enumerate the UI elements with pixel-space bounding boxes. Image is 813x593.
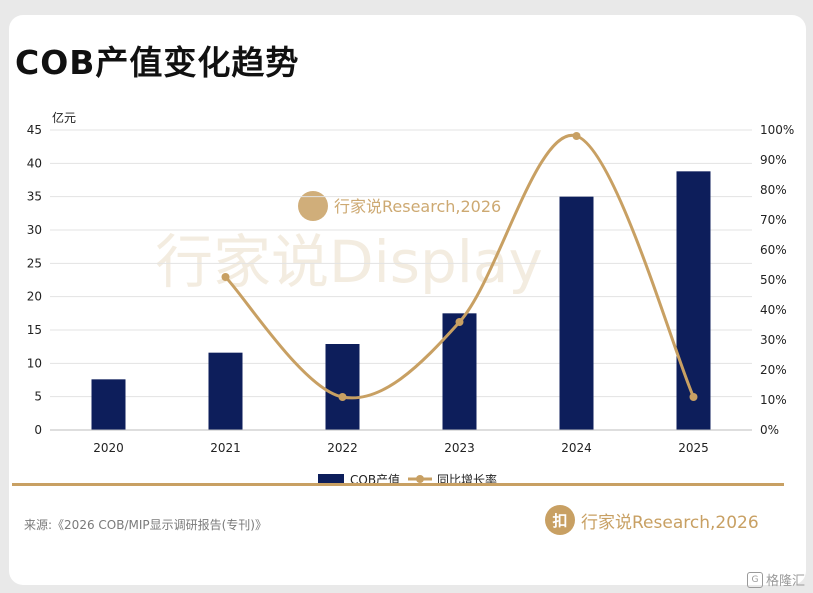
y-tick-label: 5 xyxy=(34,390,42,404)
y2-tick-label: 80% xyxy=(760,183,787,197)
watermark: 行家说Research,2026 行家说Display xyxy=(155,191,543,296)
line-point xyxy=(338,393,347,401)
bar xyxy=(208,352,243,430)
corner-label: 格隆汇 xyxy=(765,574,805,589)
growth-line xyxy=(224,133,695,400)
y2-tick-label: 0% xyxy=(760,423,779,437)
y-tick-label: 10 xyxy=(27,356,42,370)
grid-lines xyxy=(50,129,752,398)
brand-logo-icon: 扣 xyxy=(545,505,575,535)
y-tick-label: 45 xyxy=(27,123,42,137)
corner-watermark: G 格隆汇 xyxy=(746,570,805,589)
x-tick-label: 2020 xyxy=(93,441,124,455)
line-point xyxy=(572,132,581,140)
y-axis-label: 亿元 xyxy=(52,110,76,125)
y-tick-label: 35 xyxy=(27,190,42,204)
bar xyxy=(559,196,594,430)
line-point xyxy=(689,393,698,401)
bar xyxy=(442,313,477,430)
x-tick-label: 2024 xyxy=(561,441,592,455)
divider xyxy=(12,483,784,486)
brand-footer-text: 行家说Research,2026 xyxy=(581,512,759,533)
y-tick-label: 25 xyxy=(27,256,42,270)
y2-tick-label: 10% xyxy=(760,393,787,407)
y2-tick-label: 40% xyxy=(760,303,787,317)
bar xyxy=(676,171,711,431)
y2-tick-label: 90% xyxy=(760,153,787,167)
line-point xyxy=(221,273,230,281)
y2-tick-label: 20% xyxy=(760,363,787,377)
line-series xyxy=(221,132,698,401)
watermark-logo-icon xyxy=(298,191,328,221)
watermark-big: 行家说Display xyxy=(155,228,543,296)
y2-tick-label: 50% xyxy=(760,273,787,287)
source-note: 来源:《2026 COB/MIP显示调研报告(专刊)》 xyxy=(24,518,267,532)
x-tick-label: 2022 xyxy=(327,441,358,455)
chart-title: COB产值变化趋势 xyxy=(15,43,300,82)
y-tick-label: 20 xyxy=(27,290,42,304)
legend-line-marker xyxy=(416,475,424,483)
y2-tick-label: 30% xyxy=(760,333,787,347)
y2-tick-label: 70% xyxy=(760,213,787,227)
axes: 0510152025303540450%10%20%30%40%50%60%70… xyxy=(27,110,795,455)
chart-card xyxy=(9,15,806,585)
bar xyxy=(325,344,360,430)
x-tick-label: 2023 xyxy=(444,441,475,455)
line-point xyxy=(455,318,464,326)
x-tick-label: 2021 xyxy=(210,441,241,455)
x-tick-label: 2025 xyxy=(678,441,709,455)
bar xyxy=(91,379,126,430)
brand-footer: 扣 行家说Research,2026 xyxy=(545,502,759,538)
corner-logo-icon: G xyxy=(746,571,763,588)
y-tick-label: 15 xyxy=(27,323,42,337)
y2-tick-label: 100% xyxy=(760,123,794,137)
y-tick-label: 0 xyxy=(34,423,42,437)
y2-tick-label: 60% xyxy=(760,243,787,257)
watermark-brand: 行家说Research,2026 xyxy=(334,197,501,216)
legend-bar-swatch xyxy=(318,474,344,484)
y-tick-label: 40 xyxy=(27,156,42,170)
y-tick-label: 30 xyxy=(27,223,42,237)
